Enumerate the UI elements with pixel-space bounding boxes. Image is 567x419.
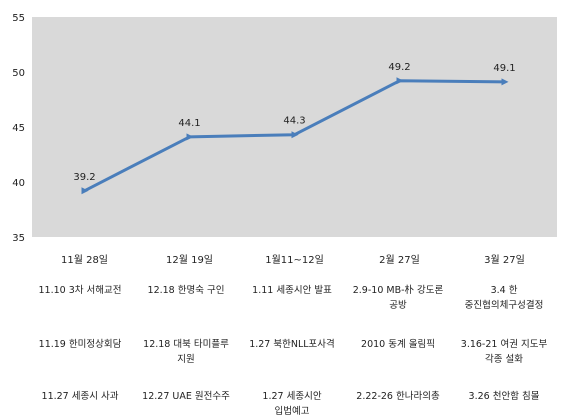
event-cell: 2.9-10 MB-朴 강도론 공방 — [352, 285, 444, 311]
series-layer: 39.2 44.1 44.3 49.2 49.1 — [73, 62, 516, 195]
y-axis-ticks: 35 40 45 50 55 — [12, 13, 25, 244]
event-cell: 12.18 한명숙 구인 — [147, 285, 225, 296]
data-point — [396, 77, 404, 85]
event-cell: 3.4 한 중진협의체구성결정 — [464, 285, 544, 311]
data-label: 44.3 — [283, 116, 305, 127]
event-cell: 12.18 대북 타미플루 지원 — [143, 339, 229, 365]
event-cell: 3.16-21 여권 지도부 각종 설화 — [460, 339, 548, 365]
x-tick-label: 11월 28일 — [61, 254, 108, 266]
data-point — [186, 133, 194, 141]
event-cell: 1.27 세종시안 입법예고 — [262, 391, 322, 417]
x-tick-label: 3월 27일 — [484, 254, 525, 266]
data-point — [291, 131, 299, 139]
x-axis-categories: 11월 28일 12월 19일 1월11~12일 2월 27일 3월 27일 — [61, 254, 525, 266]
x-tick-label: 2월 27일 — [379, 254, 420, 266]
y-tick-label: 35 — [12, 233, 25, 244]
data-label: 39.2 — [73, 172, 95, 183]
y-tick-label: 45 — [12, 123, 25, 134]
event-cell: 11.19 한미정상회담 — [38, 339, 122, 350]
y-tick-label: 50 — [12, 68, 25, 79]
event-cell: 2.22-26 한나라의총 — [356, 391, 440, 402]
event-cell: 12.27 UAE 원전수주 — [142, 391, 230, 402]
y-tick-label: 40 — [12, 178, 25, 189]
data-point — [81, 187, 89, 195]
event-cell: 1.27 북한NLL포사격 — [249, 339, 335, 350]
plot-area — [32, 17, 557, 237]
event-cell: 1.11 세종시안 발표 — [252, 285, 332, 296]
line-chart: 35 40 45 50 55 11월 28일 12월 19일 1월11~12일 2월 27일 3… — [12, 13, 557, 266]
x-tick-label: 12월 19일 — [166, 254, 213, 266]
data-point — [501, 78, 509, 86]
data-label: 49.2 — [388, 62, 410, 73]
event-cell: 2010 동계 올림픽 — [361, 339, 435, 350]
event-cell: 3.26 천안함 침몰 — [468, 391, 540, 402]
event-cell: 11.10 3차 서해교전 — [38, 285, 122, 296]
event-cell: 11.27 세종시 사과 — [41, 391, 119, 402]
x-tick-label: 1월11~12일 — [265, 254, 324, 266]
data-label: 44.1 — [178, 118, 200, 129]
data-label: 49.1 — [493, 63, 515, 74]
y-tick-label: 55 — [12, 13, 25, 24]
